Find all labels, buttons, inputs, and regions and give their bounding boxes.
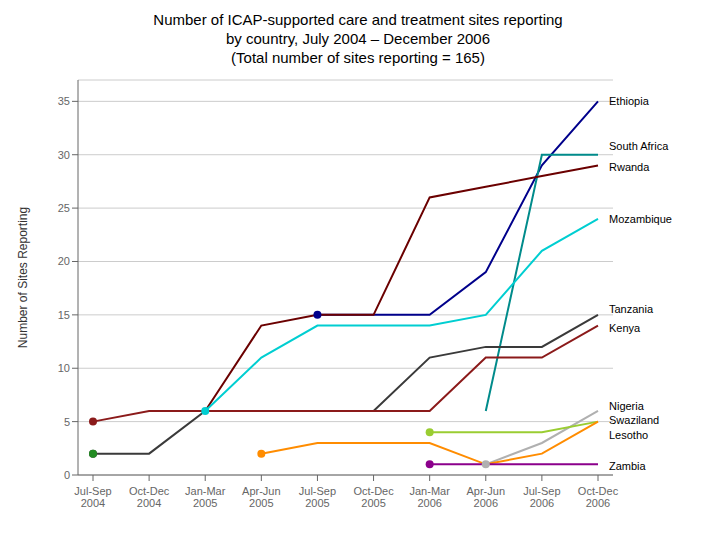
html-text:Number of ICAP-supported care: Number of ICAP-supported care and treatm… — [153, 11, 563, 66]
svg-text:Nigeria: Nigeria — [609, 400, 645, 412]
svg-text:Zambia: Zambia — [609, 460, 647, 472]
svg-text:0: 0 — [64, 469, 70, 481]
svg-text:Jul-Sep2005: Jul-Sep2005 — [299, 485, 336, 509]
svg-text:Jul-Sep2004: Jul-Sep2004 — [74, 485, 111, 509]
svg-text:South Africa: South Africa — [609, 140, 669, 152]
svg-text:Tanzania: Tanzania — [609, 303, 654, 315]
svg-text:Jan-Mar2005: Jan-Mar2005 — [185, 485, 226, 509]
svg-text:Oct-Dec2006: Oct-Dec2006 — [578, 485, 619, 509]
svg-text:Ethiopia: Ethiopia — [609, 95, 650, 107]
svg-text:Lesotho: Lesotho — [609, 429, 648, 441]
svg-text:Oct-Dec2005: Oct-Dec2005 — [353, 485, 394, 509]
svg-text:5: 5 — [64, 416, 70, 428]
svg-text:35: 35 — [58, 95, 70, 107]
svg-text:Apr-Jun2006: Apr-Jun2006 — [467, 485, 506, 509]
svg-text:Apr-Jun2005: Apr-Jun2005 — [242, 485, 281, 509]
svg-text:Jul-Sep2006: Jul-Sep2006 — [523, 485, 560, 509]
svg-text:Jan-Mar2006: Jan-Mar2006 — [409, 485, 450, 509]
svg-text:Rwanda: Rwanda — [609, 161, 650, 173]
svg-text:25: 25 — [58, 202, 70, 214]
svg-text:Number of Sites Reporting: Number of Sites Reporting — [16, 207, 30, 348]
svg-text:Mozambique: Mozambique — [609, 213, 672, 225]
svg-text:Oct-Dec2004: Oct-Dec2004 — [129, 485, 170, 509]
svg-text:10: 10 — [58, 362, 70, 374]
svg-text:15: 15 — [58, 309, 70, 321]
svg-text:Swaziland: Swaziland — [609, 414, 659, 426]
svg-text:30: 30 — [58, 149, 70, 161]
svg-text:Kenya: Kenya — [609, 322, 641, 334]
svg-text:20: 20 — [58, 255, 70, 267]
